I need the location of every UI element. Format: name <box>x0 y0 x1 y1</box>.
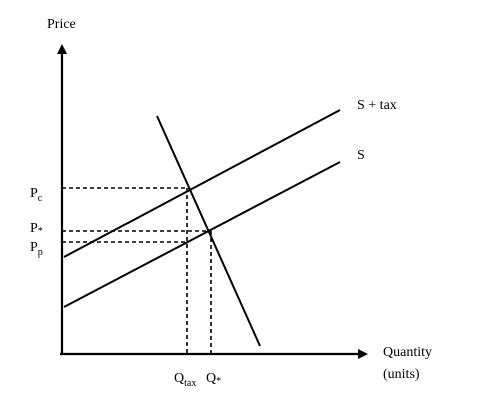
pc-base: P <box>30 186 38 201</box>
qstar-mark: * <box>216 376 222 387</box>
supply-label: S <box>357 148 365 163</box>
x-axis-label-line2: (units) <box>383 367 420 382</box>
qtax-label: Qtax <box>174 371 197 389</box>
pp-subscript: p <box>37 247 43 258</box>
supply-plus-tax-curve <box>63 109 341 258</box>
pstar-label: P* <box>30 221 43 237</box>
qstar-base: Q <box>206 371 217 386</box>
supply-curve <box>63 161 341 308</box>
demand-curve <box>156 115 261 347</box>
pstar-base: P <box>30 221 38 236</box>
qtax-subscript: tax <box>184 378 197 389</box>
pp-base: P <box>30 240 38 255</box>
qtax-base: Q <box>174 371 185 386</box>
qstar-label: Q* <box>206 371 221 387</box>
pc-label: Pc <box>30 186 43 204</box>
x-axis-label-line1: Quantity <box>383 345 432 360</box>
supply-plus-tax-label: S + tax <box>357 98 397 113</box>
pp-label: Pp <box>30 240 43 258</box>
y-axis-label: Price <box>47 17 76 32</box>
pc-subscript: c <box>37 193 43 204</box>
pstar-mark: * <box>37 226 43 237</box>
